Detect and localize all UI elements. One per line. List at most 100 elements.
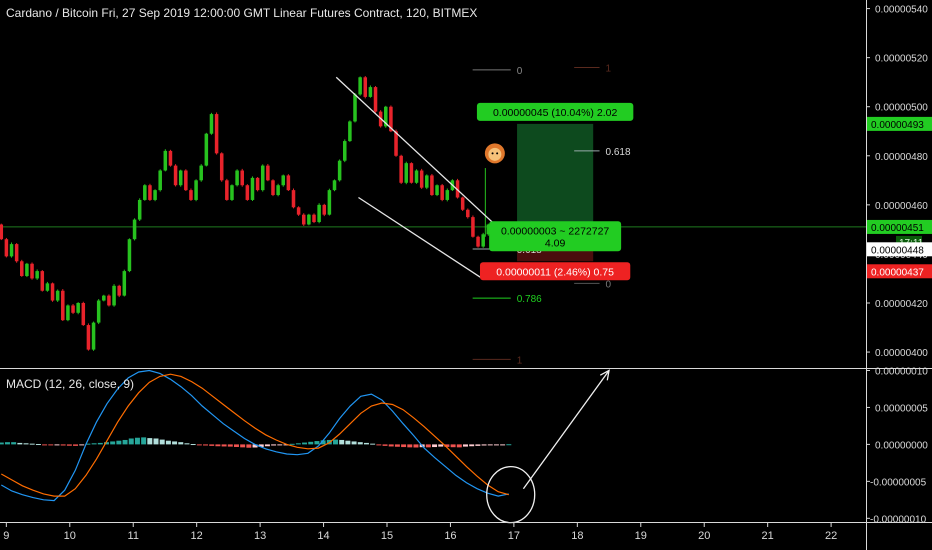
candle (168, 150, 173, 166)
candle (225, 180, 229, 200)
macd-histogram-bar (35, 444, 41, 446)
candle (20, 261, 24, 276)
stop-price-badge: 0.00000437 (871, 267, 924, 278)
candle (184, 170, 188, 191)
candle (384, 106, 388, 127)
macd-histogram-bar (413, 444, 419, 448)
macd-histogram-bar (493, 444, 499, 446)
macd-histogram-bar (401, 444, 407, 448)
current-price-badge-bg (867, 219, 932, 234)
candle (455, 180, 460, 198)
macd-histogram-bar (79, 444, 85, 446)
long-position-label-text: 0.00000003 ~ 2272727 (501, 225, 609, 237)
macd-histogram-bar (277, 444, 283, 446)
macd-histogram-bar (295, 443, 301, 445)
macd-histogram-bar (66, 444, 72, 446)
candle (481, 234, 485, 247)
candle (486, 224, 491, 235)
wedge-lower-line[interactable] (358, 196, 483, 279)
time-tick-label: 9 (3, 530, 9, 542)
macd-histogram-bar (382, 444, 388, 446)
candle (409, 163, 414, 183)
candle (71, 305, 75, 313)
macd-histogram-bar (388, 444, 394, 447)
macd-histogram-bar (42, 444, 48, 446)
macd-histogram-bar (363, 442, 369, 445)
candle (471, 217, 475, 237)
fib-level-label: 1 (606, 63, 612, 74)
candle (291, 190, 296, 208)
candle (399, 155, 403, 183)
target-price-badge: 0.00000493 (871, 120, 924, 131)
macd-histogram-bar (209, 444, 215, 446)
candle (266, 165, 270, 181)
macd-histogram-bar (227, 444, 233, 447)
long-profit-zone[interactable] (517, 123, 594, 235)
candle (14, 244, 19, 262)
macd-tick-label: 0.00000005 (875, 403, 928, 414)
wedge-upper-line[interactable] (335, 76, 512, 240)
time-tick-label: 18 (571, 530, 583, 542)
candle (327, 190, 332, 215)
macd-histogram-bar (289, 443, 295, 445)
candle (460, 197, 465, 210)
candle (204, 133, 209, 166)
price-tick-label: 0.00000540 (875, 5, 928, 16)
fib-level-label: 0.786 (517, 294, 542, 305)
macd-histogram-bar (376, 444, 382, 446)
macd-histogram-bar (308, 441, 314, 445)
macd-histogram-bar (103, 442, 109, 445)
macd-histogram-bar (159, 439, 165, 445)
macd-histogram-bar (178, 442, 184, 445)
candle (245, 185, 250, 200)
trend-arrow-head (599, 369, 610, 381)
macd-histogram-bar (221, 444, 227, 447)
macd-histogram-bar (432, 444, 438, 448)
long-profit-label[interactable]: 0.00000045 (10.04%) 2.02 (476, 102, 634, 121)
long-profit-label-text: 0.00000045 (10.04%) 2.02 (493, 107, 618, 119)
candle (219, 153, 224, 181)
candle (91, 322, 96, 350)
trend-arrow[interactable] (522, 370, 610, 490)
candle (332, 180, 337, 191)
candle (107, 295, 111, 306)
candle (117, 285, 121, 296)
time-tick-label: 13 (254, 530, 266, 542)
macd-title: MACD (12, 26, close, 9) (6, 377, 135, 391)
candle (81, 302, 86, 326)
long-loss-label[interactable]: 0.00000011 (2.46%) 0.75 (479, 262, 631, 281)
macd-histogram-bar (233, 444, 239, 447)
candle (112, 285, 116, 306)
candle (163, 150, 168, 171)
macd-histogram-bar (252, 444, 258, 448)
candle (281, 175, 286, 186)
macd-histogram-bar (91, 443, 97, 445)
price-tick-label: 0.00000460 (875, 201, 928, 212)
macd-histogram-bar (506, 444, 512, 446)
macd-histogram-bar (97, 442, 103, 445)
candle (214, 114, 219, 154)
candle (194, 180, 198, 200)
fib-level-label: 0.618 (606, 147, 631, 158)
long-position-label-text: 4.09 (545, 237, 566, 249)
candle (363, 77, 368, 97)
macd-pane[interactable] (0, 369, 610, 524)
macd-histogram-bar (481, 444, 487, 446)
candle (25, 263, 29, 276)
macd-histogram-bar (370, 443, 376, 445)
candle (4, 239, 9, 257)
candle (260, 165, 265, 191)
candle (127, 239, 132, 272)
macd-histogram-bar (258, 444, 264, 447)
price-axis-labels: 0.000004930.0000045117:110.000004480.000… (867, 116, 932, 279)
candle (55, 290, 60, 301)
candle (307, 214, 311, 225)
macd-histogram-bar (134, 437, 140, 445)
candle (61, 290, 65, 321)
candle (66, 305, 70, 321)
candle (189, 190, 193, 200)
